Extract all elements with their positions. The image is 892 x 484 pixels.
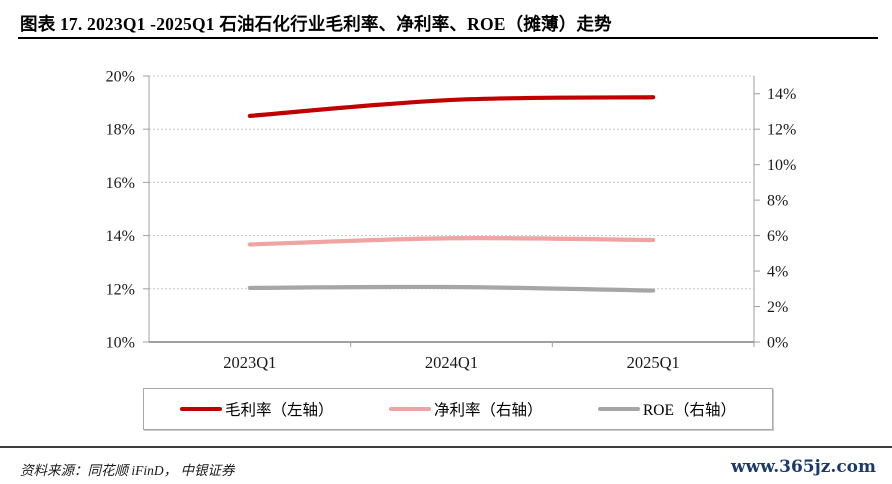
left-axis-label: 12%	[106, 281, 135, 298]
legend-label-gross-margin: 毛利率（左轴）	[225, 402, 334, 419]
right-axis-label: 14%	[767, 86, 796, 103]
legend-label-roe: ROE（右轴）	[642, 402, 736, 419]
right-axis-label: 6%	[767, 228, 788, 245]
right-axis-label: 10%	[767, 157, 796, 174]
legend-label-net-margin: 净利率（右轴）	[433, 402, 543, 419]
site-link[interactable]: www.365jz.com	[731, 457, 876, 477]
legend-swatch-gross-margin	[180, 407, 222, 411]
legend-item-gross-margin: 毛利率（左轴）	[180, 398, 334, 420]
series-line-gross-margin	[247, 95, 656, 118]
x-axis-label: 2024Q1	[425, 353, 478, 372]
x-axis-label: 2023Q1	[223, 353, 276, 372]
legend-item-roe: ROE（右轴）	[597, 398, 736, 420]
series-line-roe	[247, 284, 656, 293]
left-axis-label: 18%	[106, 122, 135, 139]
right-axis-label: 4%	[767, 264, 788, 281]
chart-title: 图表 17. 2023Q1 -2025Q1 石油石化行业毛利率、净利率、ROE（…	[20, 14, 612, 34]
title-rule	[18, 37, 878, 39]
left-axis-label: 14%	[106, 228, 135, 245]
left-axis-label: 20%	[106, 69, 135, 86]
legend-swatch-roe	[597, 407, 640, 411]
right-axis-label: 12%	[767, 122, 796, 139]
right-axis-label: 0%	[767, 335, 788, 352]
data-source: 资料来源：同花顺 iFinD， 中银证券	[20, 463, 235, 478]
left-axis-label: 10%	[106, 335, 135, 352]
right-axis-label: 2%	[767, 299, 788, 316]
footer-divider	[0, 446, 892, 448]
right-axis-label: 8%	[767, 193, 788, 210]
legend-item-net-margin: 净利率（右轴）	[388, 398, 543, 420]
chart-legend: 毛利率（左轴） 净利率（右轴） ROE（右轴）	[143, 388, 773, 430]
x-axis-label: 2025Q1	[627, 353, 680, 372]
left-axis-label: 16%	[106, 175, 135, 192]
legend-swatch-net-margin	[388, 407, 431, 411]
series-line-net-margin	[247, 236, 656, 247]
